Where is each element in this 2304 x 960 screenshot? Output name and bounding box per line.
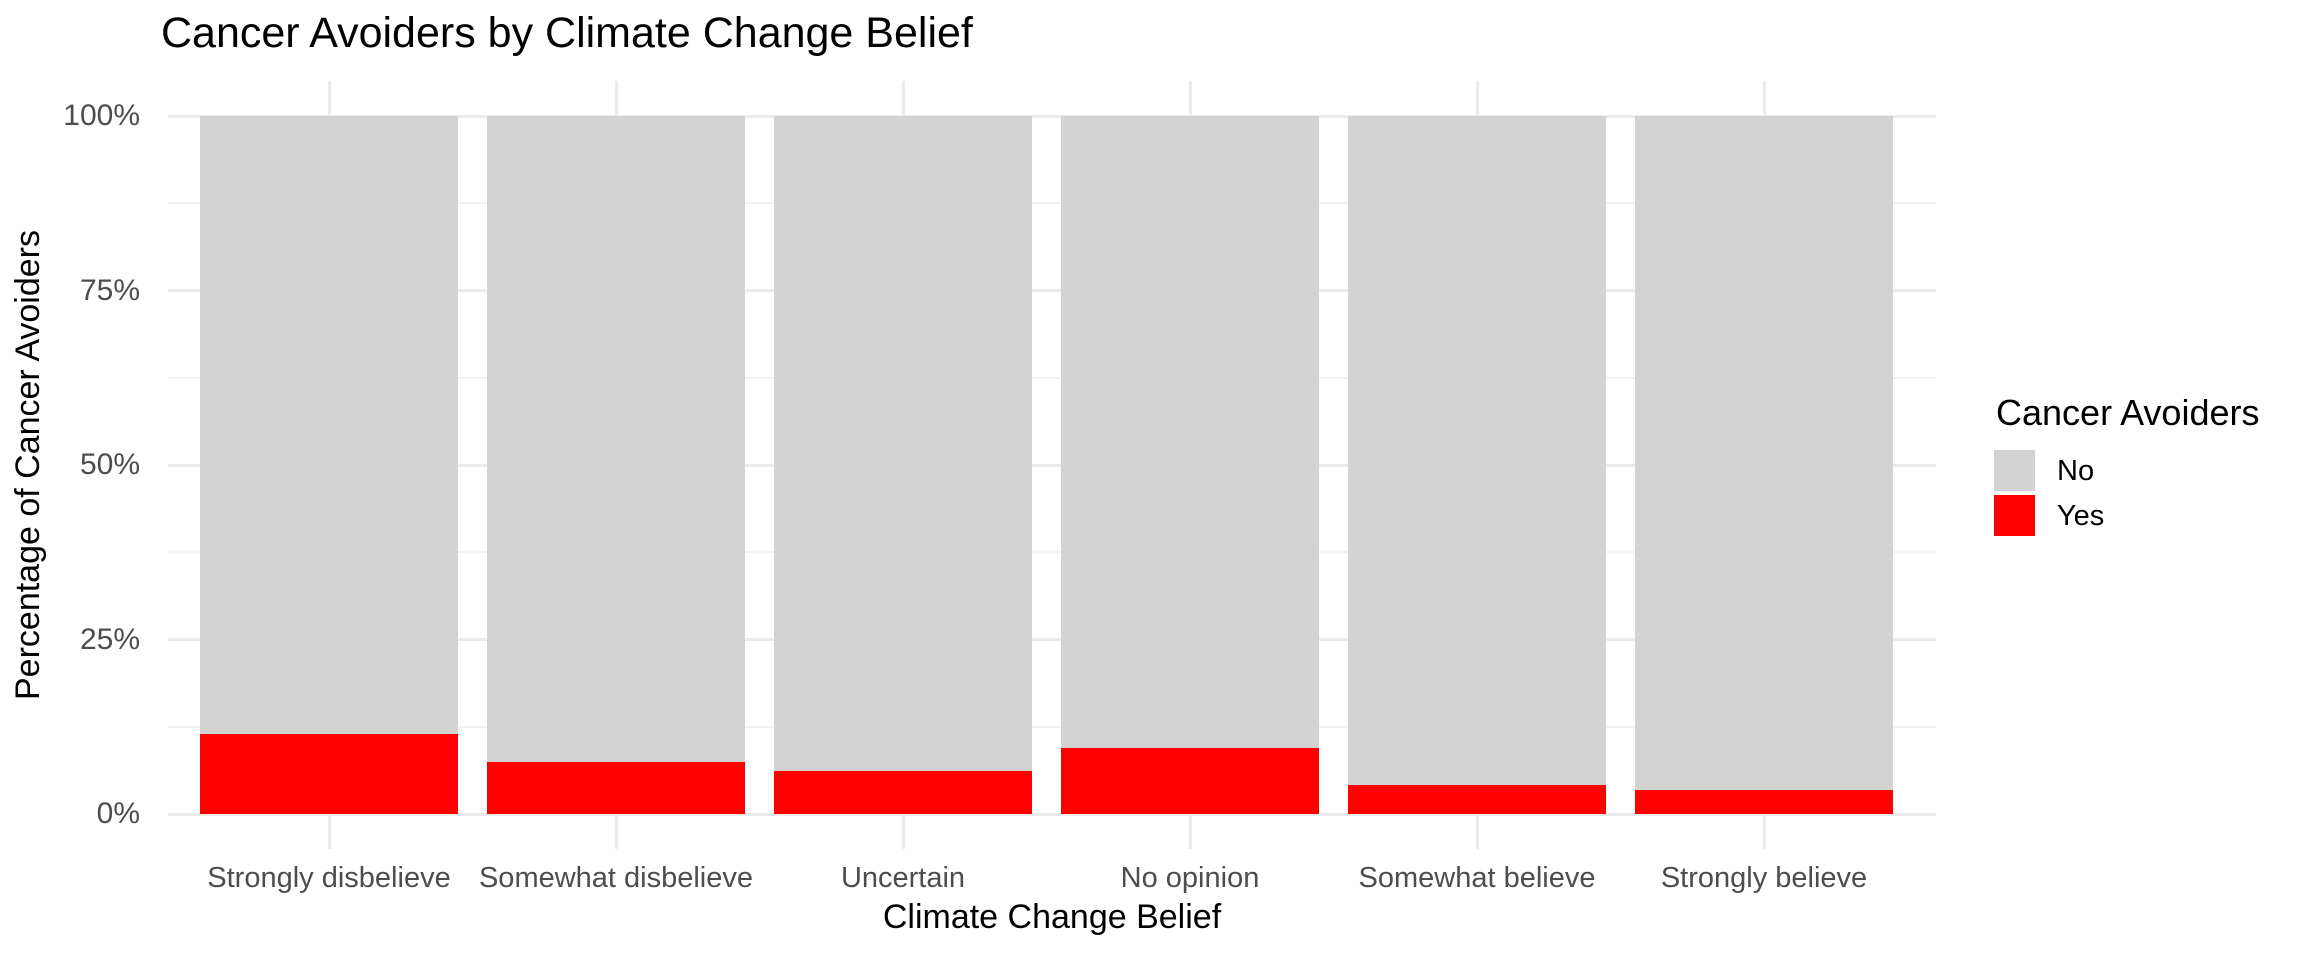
x-tick-label: Somewhat disbelieve (478, 862, 754, 894)
y-tick-label: 50% (79, 448, 140, 481)
bar-segment-no-5 (1348, 116, 1606, 786)
bar-segment-no-2 (487, 116, 745, 763)
bar-segment-no-4 (1061, 116, 1319, 749)
bar-segment-yes-5 (1348, 785, 1606, 814)
bar-segment-yes-6 (1635, 790, 1893, 814)
x-axis-title: Climate Change Belief (882, 898, 1222, 936)
gridline-y-minor (168, 725, 1936, 728)
y-tick-label: 25% (79, 622, 140, 656)
legend-title: Cancer Avoiders (1996, 392, 2260, 433)
gridline-y-major (168, 114, 1936, 118)
legend-swatch-no (1994, 450, 2035, 491)
bar-segment-no-3 (774, 116, 1032, 772)
x-tick-label: Strongly disbelieve (207, 862, 451, 894)
gridline-y-major (168, 812, 1936, 816)
gridline-y-minor (168, 376, 1936, 379)
y-tick-label: 100% (63, 99, 140, 132)
bar-segment-yes-4 (1061, 748, 1319, 814)
bar-segment-no-1 (200, 116, 458, 734)
bar-segment-yes-3 (774, 771, 1032, 814)
legend-swatch-yes (1994, 495, 2035, 536)
x-tick-label: Somewhat believe (1358, 862, 1596, 894)
gridline-y-minor (168, 202, 1936, 205)
y-tick-label: 75% (79, 273, 140, 307)
bar-segment-yes-1 (200, 733, 458, 814)
bar-segment-yes-2 (487, 762, 745, 814)
chart-title: Cancer Avoiders by Climate Change Belief (161, 9, 973, 57)
legend: Cancer Avoiders No Yes (1994, 392, 2304, 612)
gridline-y-major (168, 463, 1936, 467)
legend-label: No (2057, 455, 2095, 487)
bar-segment-no-6 (1635, 116, 1893, 791)
x-tick-label: No opinion (1120, 862, 1260, 894)
legend-entry-yes: Yes (1994, 495, 2304, 536)
x-tick-label: Strongly believe (1660, 862, 1868, 894)
legend-entry-no: No (1994, 450, 2304, 491)
x-tick-label: Uncertain (840, 862, 966, 894)
legend-entries: No Yes (1994, 450, 2304, 570)
gridline-y-major (168, 638, 1936, 641)
gridline-y-minor (168, 551, 1936, 554)
gridline-y-major (168, 289, 1936, 292)
legend-label: Yes (2057, 500, 2105, 532)
y-tick-label: 0% (96, 797, 140, 830)
plot-panel (168, 81, 1936, 849)
